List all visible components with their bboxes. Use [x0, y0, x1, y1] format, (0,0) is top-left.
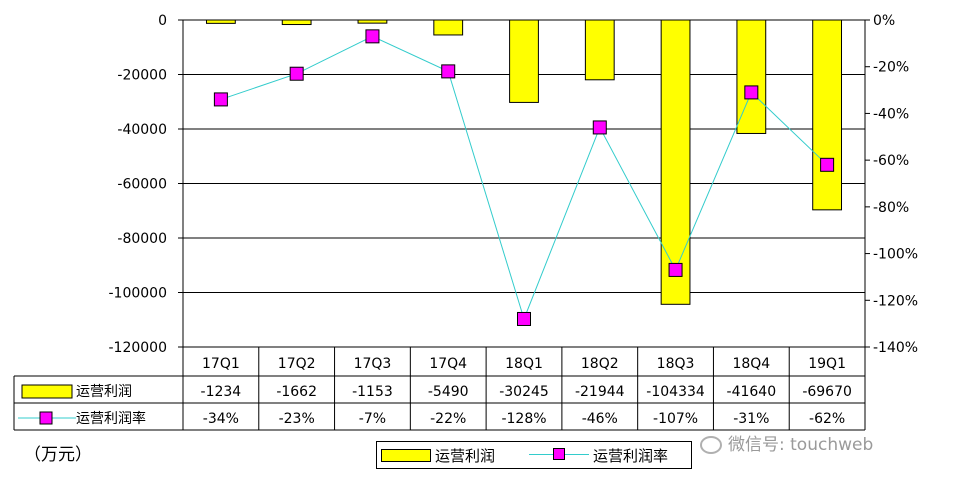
- bar: [812, 19, 843, 211]
- y-right-tick-label: -100%: [873, 247, 918, 263]
- point-marker: [365, 29, 380, 44]
- y-right-tick-label: -20%: [873, 60, 909, 76]
- x-tick-label: 17Q2: [278, 356, 316, 372]
- point-marker: [744, 85, 759, 100]
- unit-label: （万元）: [24, 445, 92, 465]
- x-tick-label: 17Q1: [202, 356, 240, 372]
- point-marker: [668, 262, 683, 277]
- data-table: 17Q1 -1234 -34% 17Q2 -1662 -23% 17Q3 -1153 -7% 17…: [13, 346, 866, 431]
- table-cell-profit: -21944: [575, 384, 625, 400]
- table-cell-profit: -30245: [499, 384, 549, 400]
- y-axis-left: 0 -20000 -40000 -60000 -80000 -100000 -120000: [109, 13, 183, 356]
- y-left-tick-label: -80000: [117, 231, 167, 247]
- bar: [584, 19, 615, 81]
- row-marker-swatch: [39, 411, 53, 425]
- row-header-margin: 运营利润率: [76, 410, 146, 427]
- table-cell-profit: -1153: [352, 384, 393, 400]
- bar: [281, 19, 312, 26]
- point-marker: [517, 311, 531, 326]
- point-marker: [592, 120, 607, 135]
- bar: [660, 19, 691, 305]
- x-tick-label: 17Q3: [354, 356, 392, 372]
- table-cell-profit: -5490: [428, 384, 469, 400]
- y-left-tick-label: 0: [158, 13, 167, 29]
- table-cell-margin: -22%: [430, 411, 466, 427]
- table-cell-margin: -107%: [653, 411, 698, 427]
- y-left-tick-label: -120000: [109, 340, 168, 356]
- x-tick-label: 17Q4: [429, 356, 467, 372]
- table-cell-margin: -7%: [359, 411, 386, 427]
- y-right-tick-label: 0%: [873, 13, 895, 29]
- table-cell-profit: -1234: [201, 384, 242, 400]
- row-bar-swatch: [21, 384, 73, 399]
- table-cell-margin: -62%: [809, 411, 845, 427]
- table-cell-margin: -31%: [733, 411, 769, 427]
- watermark: 微信号: touchweb: [700, 430, 873, 455]
- x-tick-label: 18Q2: [581, 356, 619, 372]
- y-right-tick-label: -120%: [873, 293, 918, 309]
- y-right-tick-label: -80%: [873, 200, 909, 216]
- point-marker: [213, 92, 228, 107]
- legend-marker-swatch: [553, 448, 565, 460]
- table-cell-profit: -69670: [802, 384, 852, 400]
- y-left-tick-label: -20000: [117, 68, 167, 84]
- point-marker: [289, 66, 304, 81]
- x-tick-label: 19Q1: [808, 356, 846, 372]
- bar: [205, 19, 236, 24]
- row-header-profit: 运营利润: [76, 384, 132, 400]
- point-marker: [820, 157, 835, 172]
- bar: [357, 19, 388, 24]
- point-marker: [441, 64, 456, 79]
- legend-label-profit: 运营利润: [435, 447, 496, 465]
- table-cell-margin: -128%: [501, 411, 546, 427]
- table-cell-profit: -41640: [727, 384, 777, 400]
- y-right-tick-label: -60%: [873, 153, 909, 169]
- x-tick-label: 18Q1: [505, 356, 543, 372]
- y-left-tick-label: -100000: [109, 286, 168, 302]
- watermark-text: 微信号: touchweb: [728, 435, 874, 455]
- x-tick-label: 18Q4: [732, 356, 770, 372]
- table-cell-margin: -34%: [203, 411, 239, 427]
- table-cell-margin: -23%: [279, 411, 315, 427]
- legend-bar-swatch: [381, 449, 431, 462]
- y-right-tick-label: -140%: [873, 340, 918, 356]
- y-left-tick-label: -40000: [117, 122, 167, 138]
- y-axis-right: 0% -20% -40% -60% -80% -100% -120% -140%: [865, 13, 918, 356]
- bar-series: [205, 19, 843, 305]
- legend-label-margin: 运营利润率: [593, 447, 669, 465]
- bar: [433, 19, 464, 36]
- y-right-tick-label: -40%: [873, 106, 909, 122]
- table-cell-margin: -46%: [582, 411, 618, 427]
- line-series: [213, 29, 835, 326]
- wechat-icon: [700, 436, 722, 454]
- x-tick-label: 18Q3: [657, 356, 695, 372]
- y-left-tick-label: -60000: [117, 177, 167, 193]
- table-cell-profit: -104334: [646, 384, 705, 400]
- legend: 运营利润 运营利润率: [376, 441, 692, 469]
- bar: [509, 19, 539, 103]
- table-cell-profit: -1662: [276, 384, 317, 400]
